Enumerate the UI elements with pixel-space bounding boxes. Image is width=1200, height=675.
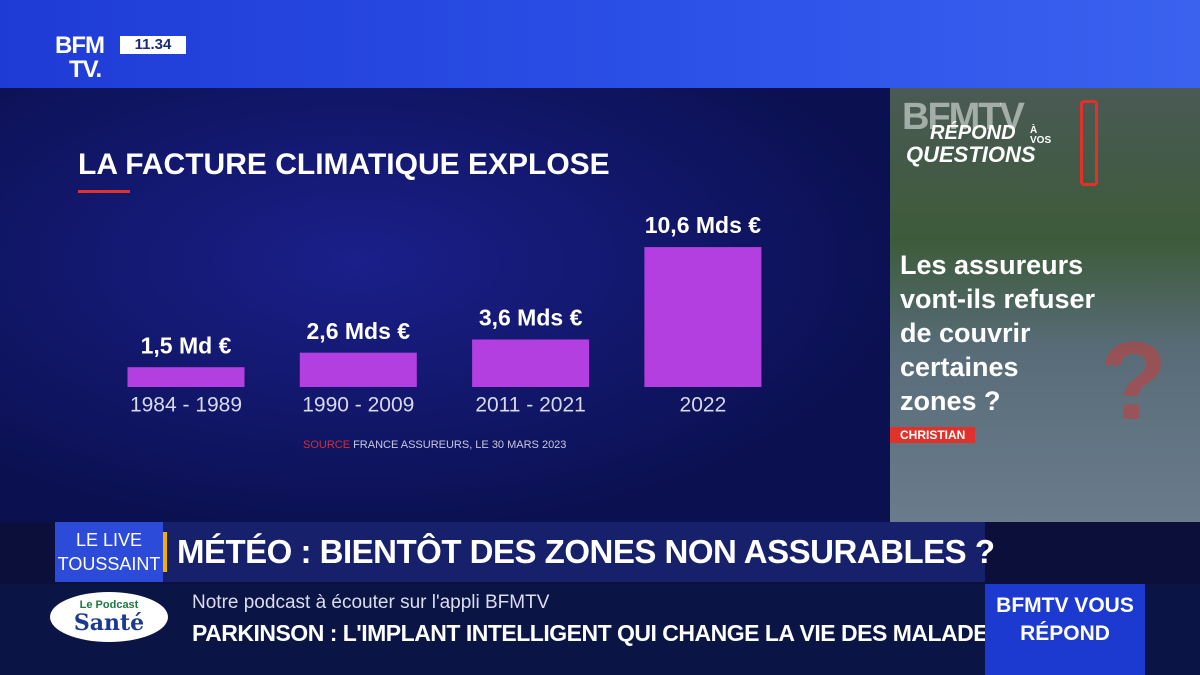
top-band bbox=[0, 0, 1200, 88]
exclamation bbox=[1080, 100, 1098, 186]
source-label: SOURCE bbox=[303, 439, 350, 451]
box-line: RÉPOND bbox=[1020, 622, 1110, 645]
podcast-line: Le Podcast bbox=[79, 599, 139, 611]
question-line: Les assureurs bbox=[900, 250, 1084, 280]
question-line: vont-ils refuser bbox=[900, 284, 1096, 314]
separator bbox=[163, 532, 167, 572]
value-label: 2,6 Mds € bbox=[307, 318, 411, 344]
x-tick-label: 1984 - 1989 bbox=[130, 394, 242, 417]
logo: BFM TV. bbox=[55, 32, 105, 83]
chart: LA FACTURE CLIMATIQUE EXPLOSE SOURCE FRAN… bbox=[78, 148, 762, 451]
source-text: FRANCE ASSUREURS, LE 30 MARS 2023 bbox=[353, 439, 566, 451]
x-tick-label: 2022 bbox=[680, 394, 727, 417]
question-line: certaines bbox=[900, 352, 1019, 382]
logo-line: TV. bbox=[69, 56, 102, 83]
show-tag: LE LIVE TOUSSAINT bbox=[55, 522, 163, 582]
bar bbox=[127, 367, 245, 387]
chart-title: LA FACTURE CLIMATIQUE EXPLOSE bbox=[78, 148, 610, 181]
bar bbox=[472, 339, 590, 387]
podcast-line: Santé bbox=[73, 610, 145, 636]
chart-panel: LA FACTURE CLIMATIQUE EXPLOSE SOURCE FRAN… bbox=[0, 88, 890, 522]
tagline: À VOS bbox=[1030, 125, 1052, 146]
sidebar: BFMTV RÉPOND À VOS QUESTIONS Les assureu… bbox=[890, 88, 1200, 522]
title-underline bbox=[78, 190, 130, 193]
ticker-box: BFMTV VOUS RÉPOND bbox=[985, 584, 1145, 675]
show-line: TOUSSAINT bbox=[57, 554, 161, 574]
sidebar-brand: BFMTV bbox=[902, 96, 1025, 138]
bar bbox=[644, 247, 762, 387]
value-label: 1,5 Md € bbox=[141, 332, 232, 358]
tagline: RÉPOND bbox=[930, 122, 1016, 144]
ticker-headline: PARKINSON : L'IMPLANT INTELLIGENT QUI CH… bbox=[192, 620, 1003, 646]
logo-line: BFM bbox=[55, 32, 105, 59]
clock: 11.34 bbox=[120, 36, 186, 54]
x-tick-label: 1990 - 2009 bbox=[302, 394, 414, 417]
author-tag: CHRISTIAN bbox=[890, 427, 976, 443]
show-line: LE LIVE bbox=[75, 530, 143, 550]
ticker: Le Podcast Santé Notre podcast à écouter… bbox=[0, 584, 1200, 675]
value-label: 10,6 Mds € bbox=[645, 212, 762, 238]
tagline: QUESTIONS bbox=[906, 142, 1036, 167]
value-label: 3,6 Mds € bbox=[479, 305, 583, 331]
headline: MÉTÉO : BIENTÔT DES ZONES NON ASSURABLES… bbox=[177, 533, 995, 570]
question-line: de couvrir bbox=[900, 318, 1031, 348]
ticker-subtitle: Notre podcast à écouter sur l'appli BFMT… bbox=[192, 592, 550, 613]
source: SOURCE FRANCE ASSUREURS, LE 30 MARS 2023 bbox=[303, 439, 566, 451]
question-line: zones ? bbox=[900, 386, 1001, 416]
bar bbox=[299, 352, 417, 387]
box-line: BFMTV VOUS bbox=[996, 594, 1134, 617]
question-mark: ? bbox=[1100, 320, 1168, 443]
banner: LE LIVE TOUSSAINT MÉTÉO : BIENTÔT DES ZO… bbox=[55, 522, 995, 582]
podcast-logo: Le Podcast Santé bbox=[50, 592, 168, 642]
question: Les assureurs vont-ils refuser de couvrir c… bbox=[900, 248, 1095, 418]
x-tick-label: 2011 - 2021 bbox=[475, 394, 586, 417]
